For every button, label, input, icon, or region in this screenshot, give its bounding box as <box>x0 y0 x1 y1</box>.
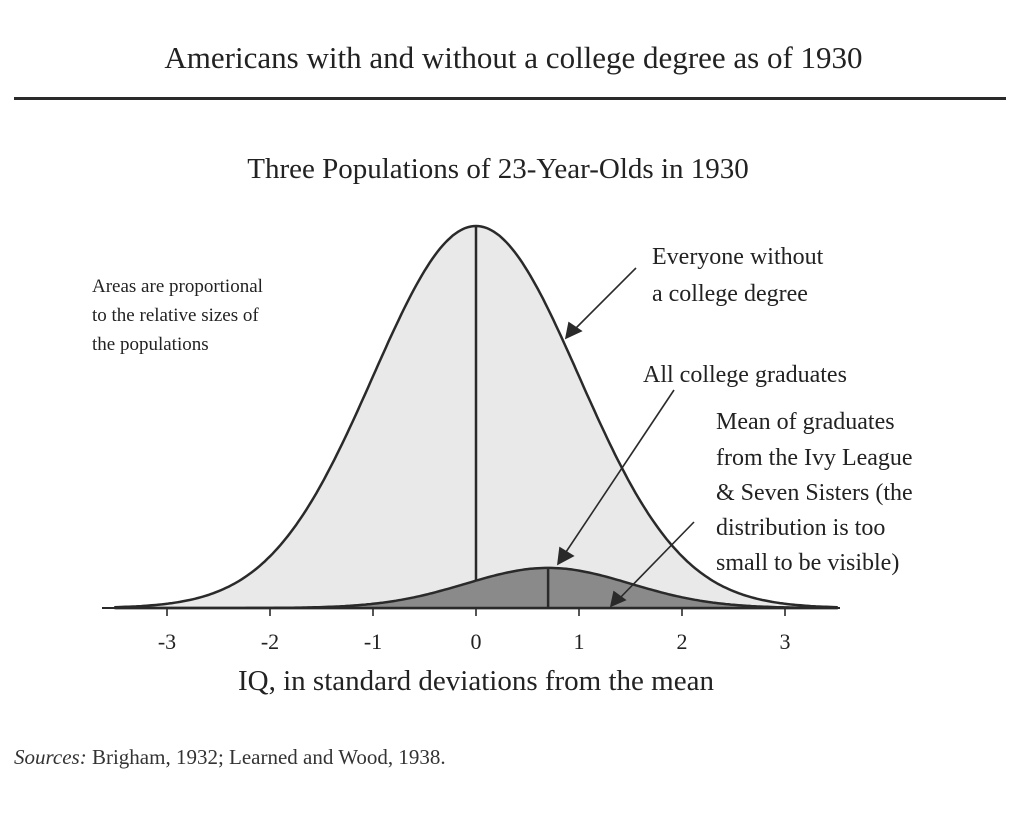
x-tick-label: 1 <box>574 629 585 654</box>
areas-note: Areas are proportional to the relative s… <box>92 276 268 355</box>
sources-label: Sources: <box>14 745 87 769</box>
areas-note-line: to the relative sizes of <box>92 305 259 326</box>
areas-note-line: Areas are proportional <box>92 276 263 297</box>
title-rule <box>14 97 1006 100</box>
x-axis-label: IQ, in standard deviations from the mean <box>238 665 714 697</box>
graduates-arrowhead <box>557 546 575 566</box>
ivy-label-line: from the Ivy League <box>716 445 913 471</box>
x-tick-label: 0 <box>471 629 482 654</box>
everyone-label: Everyone without a college degree <box>652 244 829 307</box>
ivy-arrow <box>617 521 695 601</box>
graduates-label-line: All college graduates <box>643 362 847 388</box>
everyone-label-line: a college degree <box>652 281 808 307</box>
everyone-arrowhead <box>564 321 583 340</box>
page-title: Americans with and without a college deg… <box>164 40 863 75</box>
sources-text: Brigham, 1932; Learned and Wood, 1938. <box>86 745 446 769</box>
ivy-label-line: & Seven Sisters (the <box>716 480 913 506</box>
graduates-label: All college graduates <box>643 362 847 388</box>
x-tick-label: -2 <box>261 629 279 654</box>
ivy-label-line: distribution is too <box>716 515 885 541</box>
everyone-label-line: Everyone without <box>652 244 824 270</box>
x-tick-label: -3 <box>158 629 176 654</box>
areas-note-line: the populations <box>92 334 209 355</box>
x-tick-label: 3 <box>780 629 791 654</box>
ivy-label: Mean of graduates from the Ivy League & … <box>716 409 919 576</box>
x-ticks-group: -3 -2 -1 0 1 2 3 <box>158 608 791 654</box>
chart-title: Three Populations of 23-Year-Olds in 193… <box>247 153 749 185</box>
sources-note: Sources: Brigham, 1932; Learned and Wood… <box>14 745 446 770</box>
graduates-arrow <box>563 389 675 556</box>
ivy-label-line: Mean of graduates <box>716 409 895 435</box>
ivy-label-line: small to be visible) <box>716 550 899 576</box>
ivy-arrowhead <box>609 590 627 608</box>
x-tick-label: 2 <box>677 629 688 654</box>
x-tick-label: -1 <box>364 629 382 654</box>
everyone-arrow <box>571 267 637 333</box>
